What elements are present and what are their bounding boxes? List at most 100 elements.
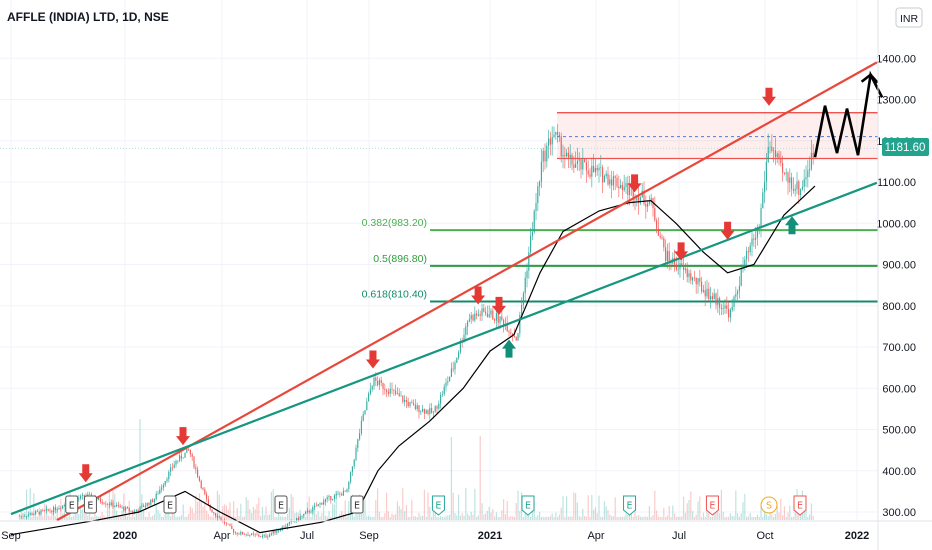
candle-body (402, 395, 404, 402)
candle-body (632, 187, 634, 200)
candle-body (434, 406, 436, 412)
candle-body (771, 146, 773, 151)
candle-body (724, 305, 726, 309)
volume-bar (227, 509, 229, 520)
volume-bar (666, 515, 669, 520)
volume-bar (785, 517, 787, 520)
candle-body (186, 448, 188, 453)
volume-bar (692, 511, 694, 520)
volume-bar (702, 512, 705, 520)
candle-body (398, 393, 400, 396)
volume-bar (200, 499, 202, 520)
candle-body (332, 498, 334, 501)
volume-bar (195, 495, 197, 520)
candle-body (598, 167, 600, 171)
volume-bar (117, 515, 120, 520)
volume-bar (459, 515, 462, 520)
candle-body (159, 489, 161, 494)
volume-bar (135, 509, 138, 520)
candle-body (452, 368, 454, 370)
volume-bar (454, 513, 456, 520)
volume-bar (627, 515, 629, 520)
event-label: E (435, 501, 441, 512)
candle-body (701, 281, 703, 292)
candle-body (108, 504, 111, 506)
volume-bar (285, 516, 287, 520)
candle-body (42, 510, 44, 511)
candle-body (240, 531, 242, 535)
candle-body (449, 376, 451, 382)
volume-bar (746, 516, 748, 520)
volume-bar (418, 512, 420, 520)
volume-bar (40, 513, 42, 520)
candle-body (638, 195, 640, 204)
candle-body (368, 393, 370, 402)
candle-body (38, 511, 40, 515)
volume-bar (216, 490, 219, 520)
volume-bar (378, 511, 381, 520)
currency-button-bg[interactable] (895, 7, 923, 28)
volume-bar (537, 515, 539, 520)
candle-body (276, 531, 278, 533)
volume-bar (233, 501, 235, 520)
volume-bar (616, 516, 618, 520)
volume-bar (589, 516, 591, 520)
candle-body (238, 534, 240, 535)
candle-body (373, 377, 375, 387)
candle-body (618, 186, 620, 189)
currency-button[interactable]: INR (895, 7, 923, 28)
volume-bar (582, 508, 584, 520)
candle-body (661, 237, 663, 239)
down-arrow-icon (627, 174, 642, 193)
candle-body (337, 493, 339, 495)
currency-button-label[interactable]: INR (900, 13, 919, 25)
candle-body (101, 501, 103, 504)
volume-bar (431, 516, 433, 520)
x-tick-label: 2022 (845, 530, 869, 542)
candle-body (600, 167, 602, 168)
volume-bar (96, 515, 98, 520)
event-label: E (69, 501, 75, 512)
volume-bar (791, 516, 793, 520)
candle-body (801, 186, 804, 190)
volume-bar (182, 504, 184, 520)
volume-bar (623, 516, 625, 520)
volume-bar (445, 515, 447, 520)
candle-body (573, 164, 575, 168)
candle-body (542, 150, 544, 162)
volume-bar (429, 506, 431, 520)
candle-body (344, 490, 346, 492)
volume-bar (465, 488, 467, 520)
candle-body (378, 380, 381, 386)
volume-bar (603, 501, 606, 520)
volume-bar (800, 510, 802, 520)
candle-body (62, 505, 64, 509)
candle-body (51, 510, 53, 513)
x-axis[interactable]: Sep 2020 Apr Jul Sep 2021 Apr Jul Oct 2022 (0, 520, 932, 542)
fib-levels: 0.382(983.20) 0.5(896.80) 0.618(810.40) (362, 217, 878, 303)
volume-bar (758, 516, 760, 520)
volume-bar (251, 513, 253, 520)
volume-bar (377, 488, 379, 520)
volume-bar (456, 515, 458, 520)
volume-bar (474, 488, 476, 520)
volume-bar (269, 514, 271, 520)
volume-bar (450, 436, 453, 520)
candle-body (715, 293, 717, 305)
volume-bar (422, 515, 424, 520)
volume-bar (184, 516, 186, 520)
volume-bar (504, 514, 507, 520)
candle-body (508, 331, 510, 333)
volume-bar (170, 516, 172, 520)
volume-bar (404, 511, 406, 520)
volume-bar (326, 516, 328, 520)
candle-body (321, 503, 323, 505)
candle-body (528, 252, 530, 271)
candle-body (533, 210, 535, 232)
candle-body (746, 251, 748, 260)
volume-bar (413, 516, 415, 520)
candle-body (629, 186, 631, 195)
candle-body (558, 134, 561, 137)
